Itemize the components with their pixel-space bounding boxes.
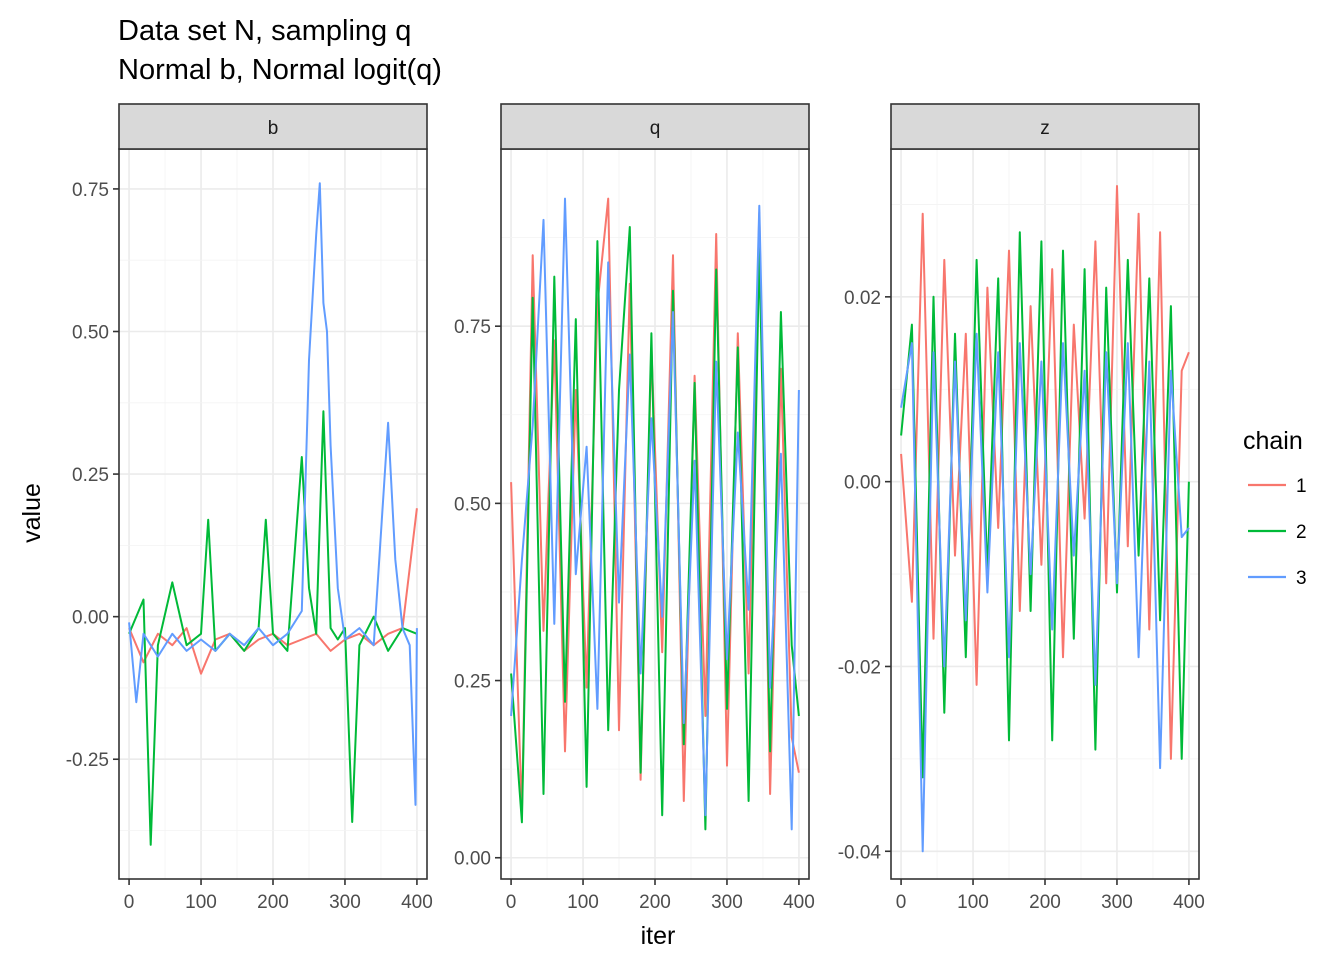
facet-strip: [500, 103, 810, 150]
y-tick-label: 0.25: [454, 672, 491, 693]
y-tick-label: 0.00: [454, 849, 491, 870]
chart-title: Data set N, sampling q: [118, 15, 411, 47]
y-tick-label: 0.00: [844, 473, 881, 494]
series-line-chain-2: [510, 226, 800, 831]
chart-subtitle: Normal b, Normal logit(q): [118, 54, 442, 86]
y-tick-label: -0.02: [838, 657, 881, 678]
y-tick-label: 0.75: [72, 180, 109, 201]
series-line-chain-2: [128, 410, 418, 846]
x-tick-label: 200: [257, 892, 289, 913]
facet-panel-q: q 0.00 0.25 0.50 0.75 0 100 200 300 400: [454, 103, 815, 913]
y-tick-label: 0.50: [454, 494, 491, 515]
x-tick-label: 300: [1101, 892, 1133, 913]
legend-label-chain-3: 3: [1296, 568, 1307, 589]
facet-strip: [118, 103, 428, 150]
y-tick-label: 0.25: [72, 465, 109, 486]
y-tick-label: 0.02: [844, 288, 881, 309]
x-tick-label: 100: [567, 892, 599, 913]
legend-label-chain-2: 2: [1296, 522, 1307, 543]
x-tick-label: 300: [711, 892, 743, 913]
legend-title: chain: [1243, 427, 1303, 455]
facet-panels: b -0.25 0.00 0.25 0.50 0.75 0 100 200 300 400 q 0.00…: [66, 103, 1205, 913]
y-tick-label: 0.75: [454, 317, 491, 338]
x-tick-label: 100: [185, 892, 217, 913]
facet-panel-z: z -0.04 -0.02 0.00 0.02 0 100 200 300 400: [838, 103, 1205, 913]
series-line-chain-3: [900, 332, 1190, 853]
x-tick-label: 300: [329, 892, 361, 913]
x-tick-label: 400: [401, 892, 433, 913]
y-tick-label: -0.04: [838, 842, 882, 863]
x-tick-label: 200: [639, 892, 671, 913]
facet-strip: [890, 103, 1200, 150]
facet-strip-label: q: [650, 118, 661, 139]
x-tick-label: 0: [124, 892, 135, 913]
facet-strip-label: b: [268, 118, 279, 139]
y-tick-label: 0.50: [72, 323, 109, 344]
legend: chain 1 2 3: [1243, 427, 1307, 589]
facet-strip-label: z: [1040, 118, 1050, 139]
series-line-chain-3: [128, 182, 418, 806]
legend-entries: 1 2 3: [1248, 476, 1307, 589]
y-tick-label: -0.25: [66, 750, 109, 771]
y-axis-label: value: [18, 483, 46, 543]
x-tick-label: 400: [783, 892, 815, 913]
x-axis-label: iter: [641, 922, 676, 950]
facet-panel-b: b -0.25 0.00 0.25 0.50 0.75 0 100 200 300 400: [66, 103, 433, 913]
x-tick-label: 0: [896, 892, 907, 913]
series-line-chain-3: [510, 197, 800, 831]
x-tick-label: 0: [506, 892, 517, 913]
legend-label-chain-1: 1: [1296, 476, 1307, 497]
x-tick-label: 100: [957, 892, 989, 913]
y-tick-label: 0.00: [72, 608, 109, 629]
x-tick-label: 200: [1029, 892, 1061, 913]
x-tick-label: 400: [1173, 892, 1205, 913]
